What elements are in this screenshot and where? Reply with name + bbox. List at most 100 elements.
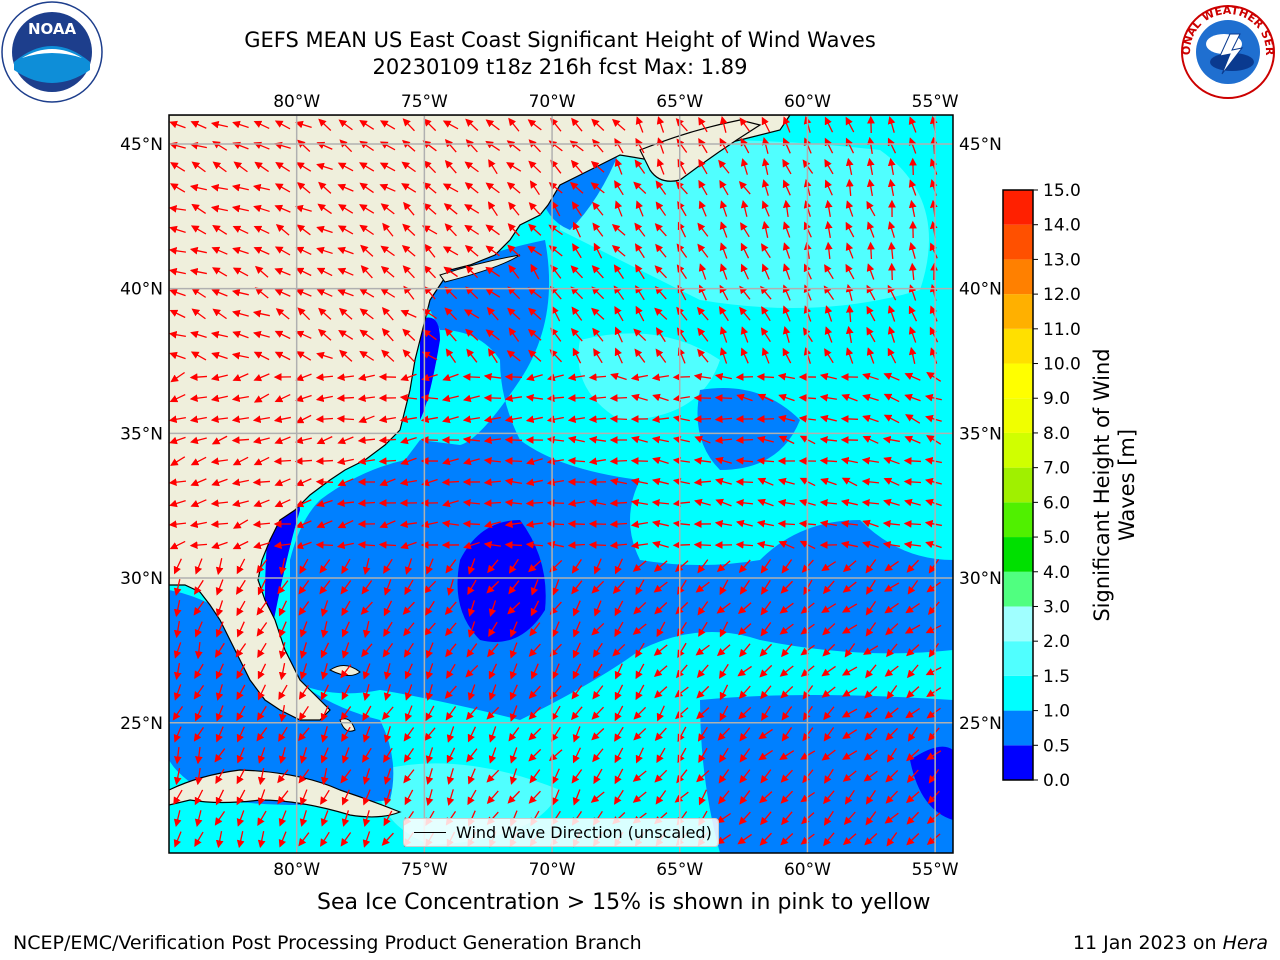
wave-arrow bbox=[320, 600, 329, 617]
wave-arrow bbox=[882, 540, 900, 549]
lat-tick-label-right: 25°N bbox=[959, 714, 1002, 734]
wave-arrow bbox=[211, 246, 228, 255]
wave-arrow bbox=[231, 478, 249, 487]
wave-arrow bbox=[190, 478, 207, 487]
wave-arrow bbox=[444, 601, 457, 615]
wave-arrow bbox=[609, 541, 628, 550]
wave-arrow bbox=[861, 498, 880, 507]
wave-arrow bbox=[525, 393, 544, 402]
wave-arrow bbox=[824, 179, 833, 196]
wave-arrow bbox=[173, 600, 182, 618]
wave-arrow bbox=[463, 309, 480, 319]
lon-tick-label-top: 65°W bbox=[656, 92, 703, 112]
lat-tick-label-right: 35°N bbox=[959, 424, 1002, 444]
wave-arrow bbox=[926, 581, 941, 593]
wave-arrow bbox=[862, 393, 879, 402]
wave-arrow bbox=[423, 580, 437, 594]
wave-arrow bbox=[336, 415, 355, 423]
wave-arrow bbox=[295, 267, 312, 277]
wave-arrow bbox=[759, 664, 773, 678]
wave-arrow bbox=[298, 727, 310, 742]
wave-arrow bbox=[341, 558, 351, 575]
wave-arrow bbox=[278, 558, 287, 576]
wave-arrow bbox=[824, 137, 834, 154]
wave-arrow bbox=[906, 559, 920, 573]
wave-arrow bbox=[253, 225, 270, 235]
wave-arrow bbox=[925, 624, 942, 634]
wave-arrow bbox=[210, 394, 228, 403]
wave-arrow bbox=[738, 623, 752, 636]
wave-arrow bbox=[465, 328, 479, 341]
wave-arrow bbox=[359, 308, 374, 320]
wave-arrow bbox=[169, 267, 186, 276]
lat-tick-label-left: 25°N bbox=[120, 714, 163, 734]
map-area[interactable] bbox=[169, 115, 953, 853]
wave-arrow bbox=[509, 663, 518, 680]
wave-arrow bbox=[465, 139, 478, 153]
wave-arrow bbox=[253, 373, 270, 382]
wave-arrow bbox=[274, 183, 291, 193]
wave-arrow bbox=[760, 559, 772, 574]
wave-field-0.5-1-coastal bbox=[290, 240, 953, 720]
wave-arrow bbox=[383, 663, 392, 681]
wave-arrow bbox=[210, 120, 228, 129]
wave-arrow bbox=[614, 558, 624, 575]
wave-arrow bbox=[278, 600, 288, 617]
wave-arrow bbox=[504, 520, 523, 529]
wave-arrow bbox=[735, 456, 754, 465]
wave-arrow bbox=[570, 327, 583, 342]
wave-arrow bbox=[422, 308, 437, 320]
wave-arrow bbox=[464, 161, 479, 173]
wave-arrow bbox=[190, 499, 207, 508]
wave-arrow bbox=[845, 304, 854, 323]
wave-arrow bbox=[486, 580, 500, 594]
wave-arrow bbox=[551, 705, 561, 722]
wave-arrow bbox=[467, 684, 476, 701]
wave-arrow bbox=[926, 687, 942, 697]
wave-arrow bbox=[905, 602, 920, 614]
wave-arrow bbox=[929, 242, 938, 259]
wave-arrow bbox=[399, 415, 417, 424]
wave-arrow bbox=[614, 305, 624, 322]
wave-arrow bbox=[236, 684, 246, 701]
wave-arrow bbox=[761, 347, 770, 364]
land-long-island bbox=[439, 254, 521, 283]
wave-arrow bbox=[611, 244, 626, 257]
wave-arrow bbox=[296, 181, 311, 194]
wave-arrow bbox=[508, 117, 520, 132]
wave-arrow bbox=[614, 326, 623, 343]
wave-arrow bbox=[777, 498, 796, 507]
wave-arrow bbox=[528, 706, 541, 720]
wave-arrow bbox=[320, 726, 329, 743]
wave-arrow bbox=[382, 222, 394, 237]
wave-arrow bbox=[756, 435, 774, 444]
lat-tick-label-right: 40°N bbox=[959, 280, 1002, 300]
wave-arrow bbox=[842, 687, 858, 697]
legend-label: Wind Wave Direction (unscaled) bbox=[456, 823, 712, 842]
wave-arrow bbox=[382, 706, 394, 721]
wave-arrow bbox=[360, 601, 373, 615]
wave-arrow bbox=[215, 663, 224, 680]
wave-arrow bbox=[719, 663, 729, 679]
wave-arrow bbox=[824, 264, 834, 280]
wave-arrow bbox=[359, 350, 375, 361]
wave-arrow bbox=[318, 181, 332, 194]
wave-arrow bbox=[924, 477, 942, 486]
wave-field-0.5-1-patch bbox=[697, 388, 800, 470]
wave-arrow bbox=[905, 414, 921, 424]
wave-arrow bbox=[630, 498, 648, 507]
colorbar-segment bbox=[1003, 294, 1033, 329]
wind-wave-direction-arrows bbox=[169, 115, 942, 849]
wave-arrow bbox=[257, 642, 267, 658]
wave-arrow bbox=[504, 498, 523, 507]
wave-arrow bbox=[340, 580, 352, 595]
wave-arrow bbox=[232, 519, 249, 529]
wave-arrow bbox=[630, 457, 649, 465]
wave-arrow bbox=[651, 519, 669, 528]
colorbar-segment bbox=[1003, 259, 1033, 295]
wave-arrow bbox=[485, 266, 501, 277]
wave-arrow bbox=[884, 560, 899, 572]
wave-arrow bbox=[507, 602, 521, 615]
wave-arrow bbox=[383, 621, 393, 637]
wave-arrow bbox=[278, 663, 287, 681]
